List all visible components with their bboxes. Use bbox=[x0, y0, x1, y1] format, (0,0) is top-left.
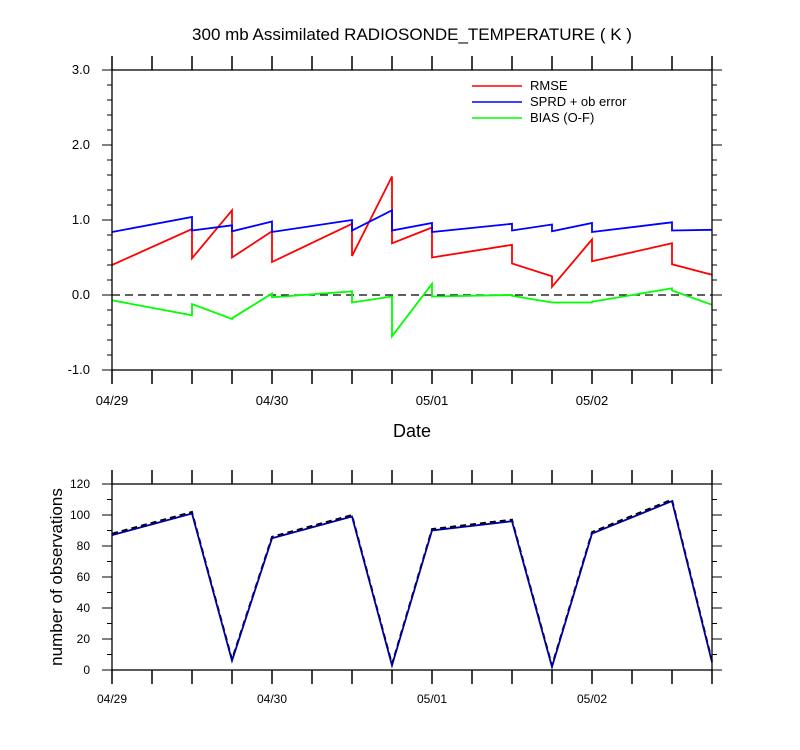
x-tick-label: 04/30 bbox=[257, 692, 287, 706]
bottom-series bbox=[111, 498, 713, 671]
y-tick-label: -1.0 bbox=[68, 362, 90, 377]
x-tick-label: 04/29 bbox=[96, 393, 129, 408]
rmse-bias-panel: 300 mb Assimilated RADIOSONDE_TEMPERATUR… bbox=[68, 25, 722, 441]
chart-title: 300 mb Assimilated RADIOSONDE_TEMPERATUR… bbox=[192, 25, 632, 44]
x-tick-label: 05/02 bbox=[577, 692, 607, 706]
bottom-plot-frame bbox=[111, 483, 713, 671]
y-tick-label: 120 bbox=[70, 477, 90, 491]
legend-label-sprd: SPRD + ob error bbox=[530, 94, 627, 109]
x-axis-label: Date bbox=[393, 421, 431, 441]
x-tick-label: 04/30 bbox=[256, 393, 289, 408]
bottom-x-tick-labels: 04/29 04/30 05/01 05/02 bbox=[97, 692, 607, 706]
top-ticks bbox=[102, 56, 722, 384]
top-x-tick-labels: 04/29 04/30 05/01 05/02 bbox=[96, 393, 609, 408]
x-tick-label: 05/02 bbox=[576, 393, 609, 408]
y-axis-label: number of observations bbox=[47, 488, 66, 666]
y-tick-label: 0 bbox=[83, 663, 90, 677]
y-tick-label: 100 bbox=[70, 508, 90, 522]
y-tick-label: 3.0 bbox=[72, 62, 90, 77]
y-tick-label: 1.0 bbox=[72, 212, 90, 227]
x-tick-label: 05/01 bbox=[416, 393, 449, 408]
legend-label-rmse: RMSE bbox=[530, 78, 568, 93]
series-line-bias-o-f bbox=[111, 281, 713, 339]
y-tick-label: 40 bbox=[77, 601, 91, 615]
y-tick-label: 80 bbox=[77, 539, 91, 553]
y-tick-label: 60 bbox=[77, 570, 91, 584]
y-tick-label: 0.0 bbox=[72, 287, 90, 302]
bottom-y-tick-labels: 0 20 40 60 80 100 120 bbox=[70, 477, 90, 677]
bottom-ticks bbox=[102, 470, 722, 684]
observation-count-panel: 0 20 40 60 80 100 120 04/29 04/30 05/01 05/02 num… bbox=[47, 470, 722, 706]
legend-label-bias: BIAS (O-F) bbox=[530, 110, 594, 125]
top-series bbox=[111, 176, 713, 339]
series-line-observations-possible bbox=[111, 498, 713, 669]
x-tick-label: 05/01 bbox=[417, 692, 447, 706]
top-plot-frame bbox=[111, 69, 713, 371]
x-tick-label: 04/29 bbox=[97, 692, 127, 706]
y-tick-label: 2.0 bbox=[72, 137, 90, 152]
y-tick-label: 20 bbox=[77, 632, 91, 646]
series-line-rmse bbox=[111, 176, 713, 290]
top-y-tick-labels: -1.0 0.0 1.0 2.0 3.0 bbox=[68, 62, 90, 377]
legend: RMSE SPRD + ob error BIAS (O-F) bbox=[472, 78, 627, 125]
series-line-observations-used bbox=[111, 499, 713, 671]
series-line-sprd-ob-error bbox=[111, 208, 713, 234]
